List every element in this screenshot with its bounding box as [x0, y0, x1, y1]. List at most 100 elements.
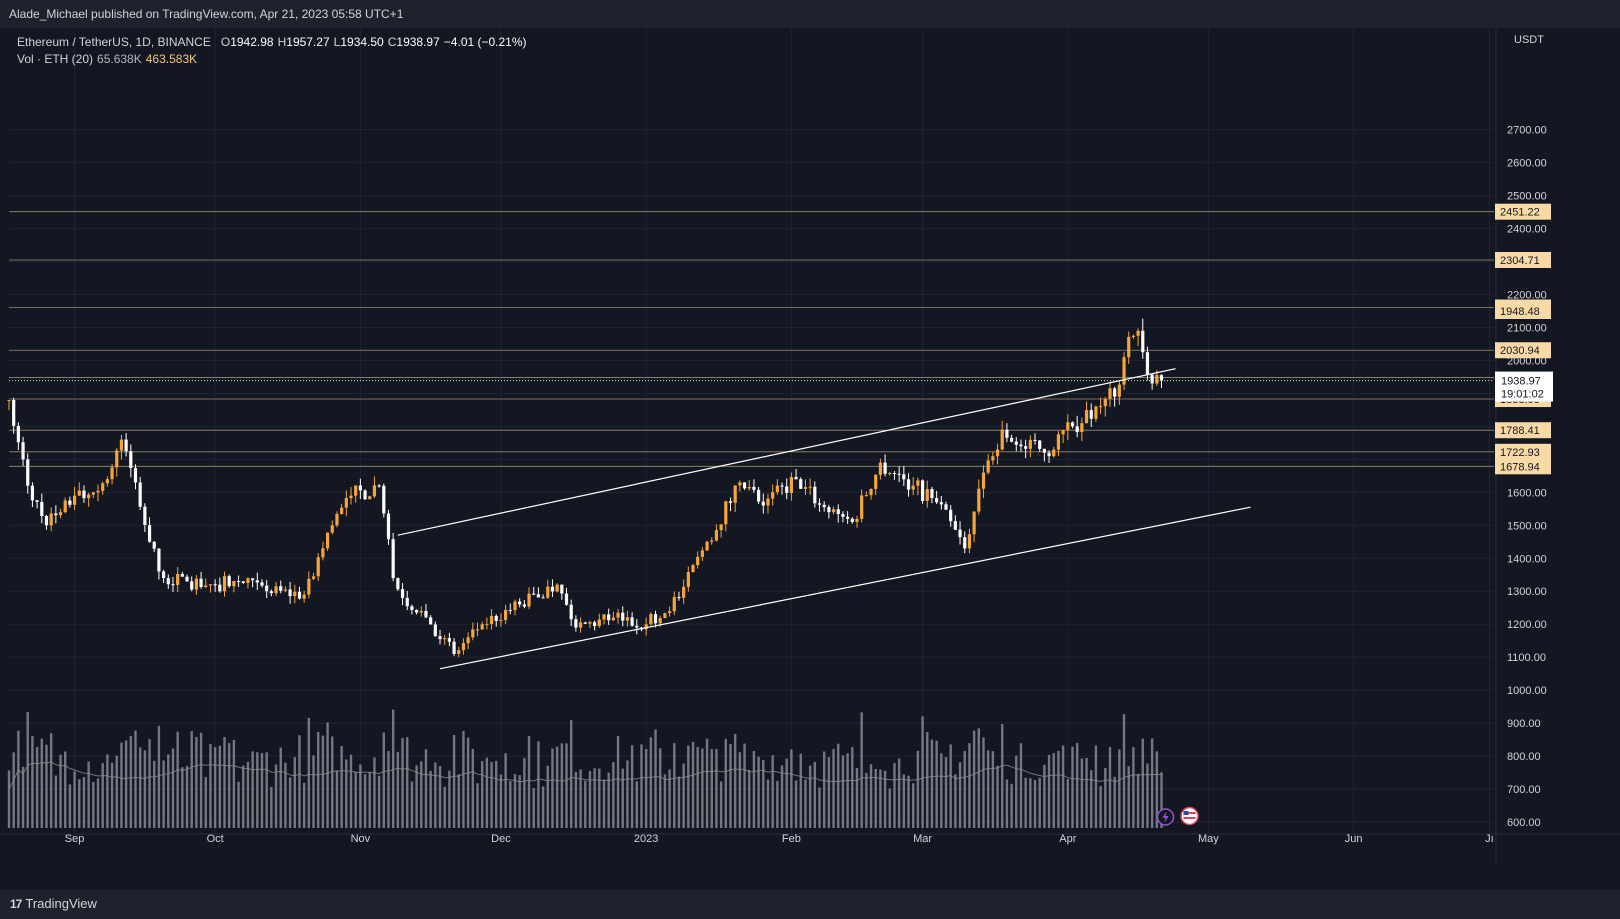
candle-up [513, 601, 517, 611]
candle-down [757, 489, 761, 502]
volume-bar [888, 788, 891, 828]
time-axis-tick: Nov [351, 833, 371, 845]
candle-down [396, 578, 400, 590]
legend-volume-ma: 65.638K [97, 52, 142, 66]
candle-down [138, 482, 142, 507]
candle-down [518, 601, 522, 605]
volume-bar [612, 762, 615, 828]
volume-bar [499, 774, 503, 828]
candle-up [1127, 336, 1131, 358]
volume-bar [209, 743, 212, 828]
price-axis-tick: 2200.00 [1507, 290, 1547, 302]
volume-bar [363, 774, 367, 828]
us-flag-icon[interactable] [1180, 806, 1199, 826]
candle-down [279, 586, 283, 591]
volume-bar [1155, 751, 1159, 828]
volume-bar [907, 775, 910, 828]
candle-down [883, 462, 887, 474]
candle-up [335, 513, 339, 526]
volume-bar [1122, 714, 1126, 828]
volume-bar [181, 767, 184, 828]
volume-bar [54, 775, 58, 828]
candle-down [593, 622, 597, 627]
volume-bar [762, 760, 765, 828]
volume-bar [687, 745, 690, 828]
candle-down [1145, 352, 1150, 375]
candle-down [728, 501, 733, 503]
candle-down [382, 485, 386, 514]
volume-bar [420, 761, 423, 828]
candle-up [1084, 410, 1089, 424]
candle-down [251, 578, 255, 581]
volume-bar [982, 737, 985, 828]
candle-up [611, 617, 615, 621]
price-chart[interactable]: USDT 600.00 700.00 800.00 900.00 1000.00 1100.… [0, 28, 1620, 890]
candle-down [799, 479, 803, 489]
volume-bar [635, 781, 638, 828]
volume-bar [1118, 749, 1121, 828]
lightning-icon[interactable] [1156, 808, 1175, 826]
legend-o-label: O [220, 35, 231, 49]
volume-bar [644, 749, 648, 828]
volume-bar [12, 752, 15, 828]
legend-low: 1934.50 [340, 35, 384, 49]
lightning-icon-glyph [1162, 811, 1169, 823]
candle-down [288, 589, 292, 597]
legend-symbol[interactable]: Ethereum / TetherUS, 1D, BINANCE [17, 35, 211, 49]
candle-up [831, 509, 836, 513]
publisher-text: Alade_Michael published on TradingView.c… [9, 7, 404, 21]
candle-up [981, 472, 986, 489]
volume-bar [930, 739, 934, 828]
volume-bar [387, 750, 390, 828]
candle-down [1047, 452, 1051, 457]
candle-up [504, 609, 508, 620]
candle-down [508, 609, 512, 611]
volume-bar [719, 781, 723, 828]
volume-bar [382, 732, 385, 828]
candle-up [63, 500, 67, 513]
volume-bar [1019, 743, 1023, 828]
candle-up [368, 496, 372, 500]
volume-bar [654, 729, 657, 828]
tradingview-brand[interactable]: 17 TradingView [10, 896, 97, 911]
candle-up [803, 487, 808, 489]
candle-up [1056, 434, 1061, 450]
candle-up [194, 578, 198, 590]
legend-open: 1942.98 [230, 35, 274, 49]
volume-bar [331, 736, 334, 828]
candle-down [157, 548, 161, 572]
volume-bar [495, 760, 498, 828]
legend-volume-label[interactable]: Vol · ETH (20) [17, 52, 94, 66]
candle-down [213, 584, 217, 586]
volume-bar [321, 735, 325, 828]
volume-bar [40, 738, 43, 828]
volume-bar [696, 746, 699, 828]
volume-bar [860, 712, 863, 828]
candle-down [569, 604, 573, 620]
chart-grid [0, 28, 1620, 862]
level-label-box [1495, 422, 1551, 439]
volume-bar [106, 754, 109, 828]
volume-bar [986, 750, 990, 828]
candle-down [269, 591, 273, 594]
candle-up [443, 638, 447, 640]
volume-bar [120, 742, 123, 828]
volume-bar [415, 765, 418, 828]
candle-down [424, 611, 428, 618]
volume-bar [270, 787, 273, 828]
footer-bar: 17 TradingView [0, 890, 1620, 919]
legend-volume-row: Vol · ETH (20) 65.638K 463.583K [17, 51, 527, 68]
candle-up [775, 485, 779, 493]
candle-down [26, 459, 30, 486]
candle-up [246, 578, 250, 584]
legend-c-label: C [387, 35, 397, 49]
volume-bar [691, 741, 695, 828]
candle-up [49, 513, 53, 526]
price-axis-tick: 2000.00 [1507, 355, 1547, 367]
candle-up [307, 578, 311, 595]
candle-up [293, 591, 297, 597]
level-label-box [1495, 342, 1551, 359]
candle-up [855, 518, 859, 523]
candle-up [667, 611, 672, 614]
flag-icon-ring [1180, 806, 1199, 826]
